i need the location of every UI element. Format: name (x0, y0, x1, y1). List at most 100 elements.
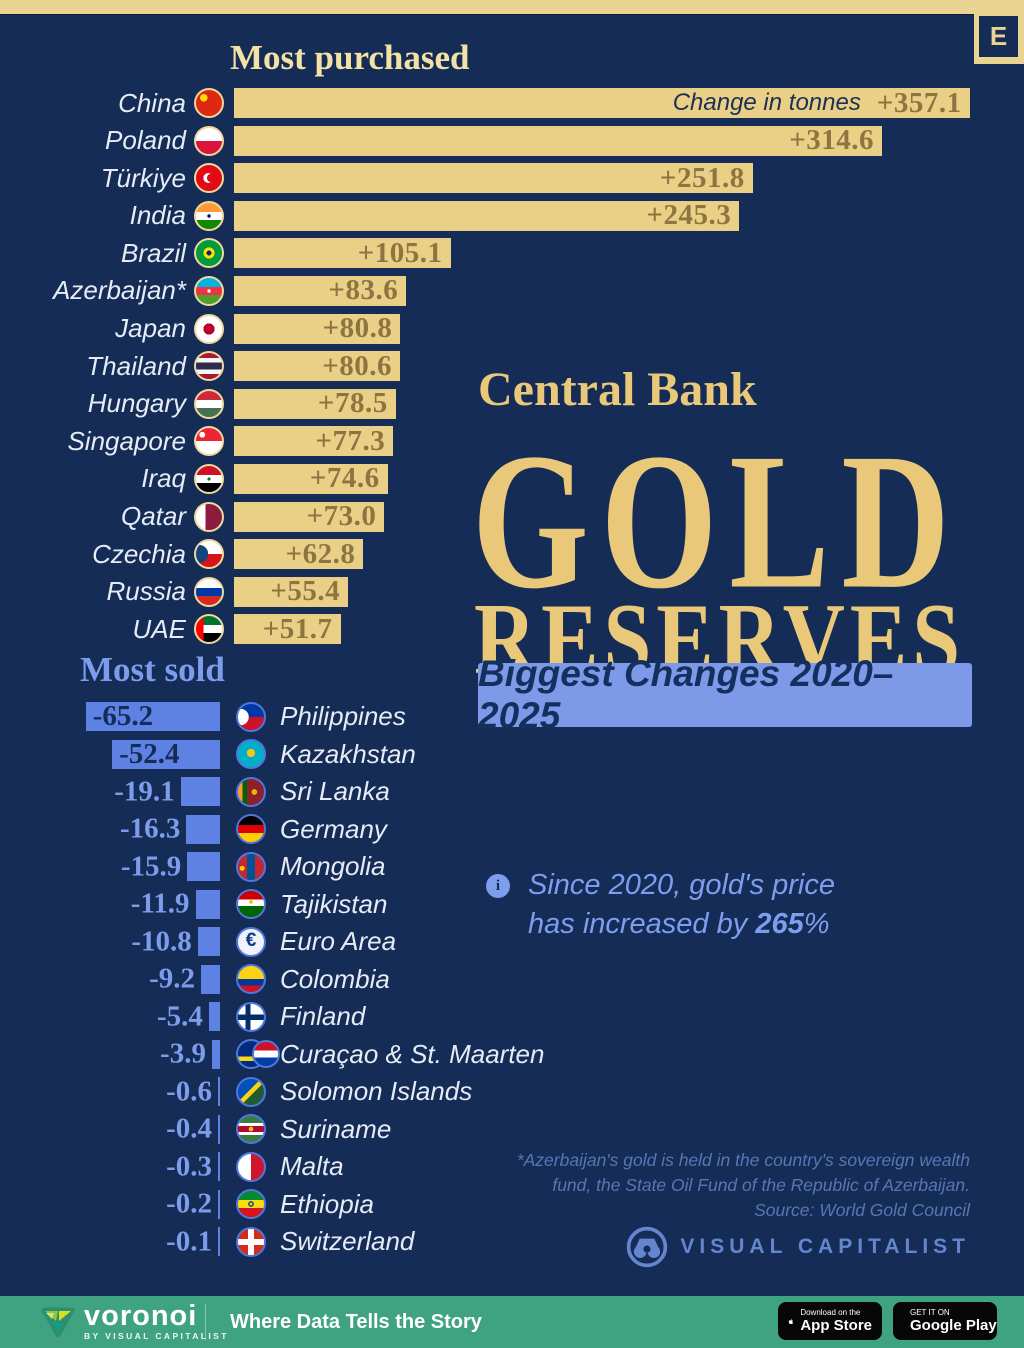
footnote-line3: Source: World Gold Council (754, 1200, 970, 1220)
top-gold-strip (0, 0, 1024, 14)
most-sold-heading: Most sold (80, 650, 225, 689)
purchased-row: Türkiye +251.8 (0, 161, 1024, 194)
bar-value: -0.3 (166, 1150, 212, 1182)
sold-bar-zone: -5.4 (0, 1000, 220, 1032)
change-in-tonnes-label: Change in tonnes (672, 89, 861, 116)
sold-row: -9.2 Colombia (0, 963, 760, 995)
app-store-badge[interactable]: Download on the App Store (778, 1302, 882, 1340)
purchased-row: Qatar +73.0 (0, 500, 1024, 533)
purchased-bar: +251.8 (234, 161, 753, 194)
country-label: Russia (106, 576, 186, 607)
purchased-bar: +62.8 (234, 538, 364, 570)
bar-value: -0.2 (166, 1187, 212, 1220)
sold-row: -15.9 Mongolia (0, 850, 760, 882)
bar-value: +73.0 (306, 500, 377, 533)
purchased-bar: +73.0 (234, 500, 385, 533)
most-sold-rows: -65.2 Philippines -52.4 Kazakhstan -19.1 Sri … (0, 700, 760, 1265)
flag-malta-icon (236, 1151, 266, 1182)
purchased-bar: +51.7 (234, 612, 341, 645)
purchased-bar: +314.6 (234, 124, 883, 157)
bar-value: +74.6 (309, 462, 380, 495)
purchased-row: Poland +314.6 (0, 124, 1024, 157)
bar-value: -19.1 (114, 775, 175, 807)
gold-price-note: Since 2020, gold's price has increased b… (528, 866, 835, 944)
sold-bar (187, 852, 220, 881)
sold-bar (218, 1152, 220, 1181)
bar-value: +83.6 (328, 274, 399, 307)
sold-bar-zone: -0.2 (0, 1187, 220, 1220)
sold-bar-zone: -11.9 (0, 888, 220, 920)
purchased-row: Hungary +78.5 (0, 387, 1024, 419)
sold-bar-zone: -0.6 (0, 1075, 220, 1107)
flag-iraq-icon (194, 463, 224, 494)
sold-bar (195, 889, 220, 919)
purchased-row: Thailand +80.6 (0, 349, 1024, 382)
info-icon: i (486, 874, 510, 898)
flag-india-icon (194, 200, 224, 231)
sold-bar (201, 964, 220, 994)
note-line2-prefix: has increased by (528, 908, 756, 940)
google-play-badge[interactable]: GET IT ON Google Play (893, 1302, 997, 1340)
most-purchased-heading: Most purchased (230, 38, 470, 77)
country-label: Poland (105, 125, 186, 156)
country-label: Japan (115, 313, 186, 344)
title-gold: GOLD (472, 413, 962, 630)
country-label: Ethiopia (280, 1188, 374, 1219)
country-label: Kazakhstan (280, 738, 416, 769)
bar-value: +357.1 (876, 86, 962, 119)
country-label: Tajikistan (280, 888, 388, 919)
voronoi-logo[interactable]: voronoi BY VISUAL CAPITALIST (40, 1302, 229, 1341)
flag-singapore-icon (194, 426, 224, 457)
sold-row: -5.4 Finland (0, 1000, 760, 1032)
country-label: Iraq (141, 463, 186, 494)
purchased-row: India +245.3 (0, 199, 1024, 231)
voronoi-triangle-icon (41, 1307, 75, 1337)
country-label: Mongolia (280, 851, 386, 881)
purchased-bar: +78.5 (234, 387, 396, 419)
bar-value: +314.6 (789, 124, 875, 157)
flag-thailand-icon (194, 351, 224, 382)
subtitle-badge-text: Biggest Changes 2020–2025 (478, 653, 894, 736)
info-icon-glyph: i (495, 877, 501, 894)
bar-value: -10.8 (131, 925, 192, 957)
sold-bar-zone: -10.8 (0, 925, 220, 957)
sold-bar-zone: -52.4 (0, 738, 220, 770)
purchased-bar: Change in tonnes +357.1 (234, 86, 970, 119)
purchased-bar: +80.8 (234, 312, 401, 344)
country-label: Hungary (87, 388, 186, 419)
country-label: Solomon Islands (280, 1076, 473, 1106)
sold-bar: -65.2 (85, 700, 220, 732)
bar-value: -3.9 (160, 1037, 206, 1070)
sold-bar-zone: -65.2 (0, 700, 220, 732)
sold-row: -19.1 Sri Lanka (0, 775, 760, 807)
sold-bar (197, 927, 220, 956)
flag-japan-icon (194, 313, 224, 344)
country-label: Germany (280, 813, 387, 844)
title-kicker: Central Bank (478, 363, 757, 416)
flag-hungary-icon (194, 388, 224, 419)
flag-turkiye-icon (194, 163, 224, 194)
country-label: Suriname (280, 1113, 392, 1144)
purchased-row: China Change in tonnes +357.1 (0, 86, 1024, 119)
country-label: Thailand (86, 350, 186, 381)
e-logo: E (974, 0, 1024, 64)
voronoi-sub: BY VISUAL CAPITALIST (84, 1331, 229, 1341)
purchased-row: Japan +80.8 (0, 312, 1024, 344)
footer-tagline: Where Data Tells the Story (230, 1311, 482, 1333)
bar-value: +80.6 (322, 349, 393, 382)
most-purchased-rows: China Change in tonnes +357.1 Poland +314.6 T… (0, 86, 1024, 652)
flag-ethiopia-icon (236, 1189, 266, 1219)
sold-row: -52.4 Kazakhstan (0, 738, 760, 770)
flag-curacao-icon (236, 1039, 280, 1069)
footnote-line2: fund, the State Oil Fund of the Republic… (552, 1175, 970, 1195)
bar-value: +51.7 (262, 612, 333, 645)
footer-divider (205, 1304, 206, 1340)
country-label: Sri Lanka (280, 776, 390, 806)
sold-bar-zone: -9.2 (0, 963, 220, 995)
sold-row: -65.2 Philippines (0, 700, 760, 732)
bar-value: +251.8 (659, 161, 745, 194)
voronoi-wordmark: voronoi (84, 1300, 198, 1332)
country-label: Finland (280, 1001, 366, 1031)
subtitle-badge: Biggest Changes 2020–2025 (478, 653, 972, 736)
purchased-bar: +83.6 (234, 274, 407, 307)
